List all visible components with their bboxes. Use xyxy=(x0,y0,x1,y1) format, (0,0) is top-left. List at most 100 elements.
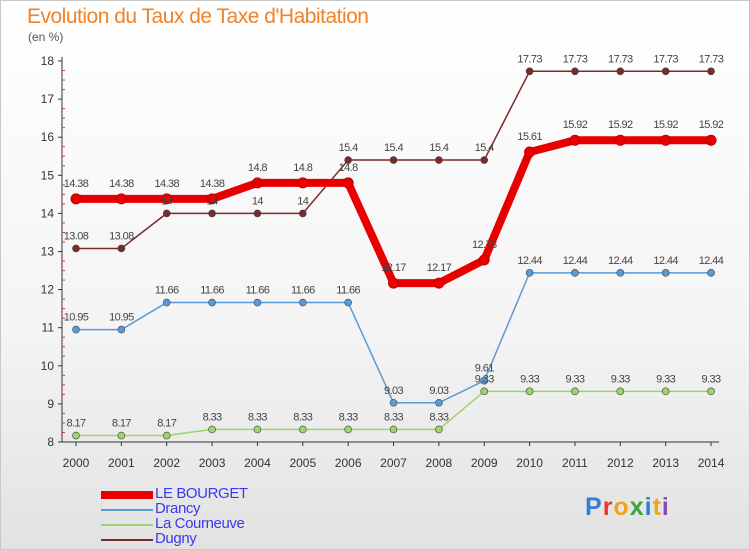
data-label: 10.95 xyxy=(64,312,89,324)
legend-label: LE BOURGET xyxy=(155,485,248,502)
data-point xyxy=(435,156,443,164)
data-point xyxy=(660,134,672,146)
y-tick-label: 14 xyxy=(41,206,55,220)
data-label: 11.66 xyxy=(336,285,360,297)
data-label: 9.33 xyxy=(475,373,494,385)
data-point xyxy=(206,193,218,205)
data-point xyxy=(298,425,307,434)
data-label: 12.17 xyxy=(427,262,452,274)
data-point xyxy=(162,431,171,440)
data-label: 8.33 xyxy=(248,411,267,423)
data-label: 8.17 xyxy=(112,418,131,430)
data-label: 17.73 xyxy=(653,53,678,65)
x-tick-label: 2011 xyxy=(562,456,588,470)
data-label: 15.92 xyxy=(608,119,633,131)
data-label: 8.33 xyxy=(203,411,222,423)
logo-letter: x xyxy=(629,493,645,521)
data-label: 14 xyxy=(161,195,173,207)
data-label: 14 xyxy=(252,195,264,207)
y-tick-label: 13 xyxy=(41,245,55,259)
data-point xyxy=(480,387,489,396)
data-point xyxy=(344,298,352,307)
data-point xyxy=(480,156,489,164)
data-label: 8.33 xyxy=(339,411,358,423)
legend-label: Drancy xyxy=(155,500,201,517)
y-tick-label: 9 xyxy=(47,397,54,411)
data-point xyxy=(661,387,670,396)
chart-title: Evolution du Taux de Taxe d'Habitation xyxy=(27,5,369,28)
data-label: 9.61 xyxy=(475,363,494,375)
legend-swatch xyxy=(101,491,153,499)
y-tick-label: 15 xyxy=(41,168,55,182)
data-label: 14.38 xyxy=(154,178,179,190)
data-point xyxy=(208,209,216,218)
logo-letter: o xyxy=(613,493,630,521)
x-tick-label: 2002 xyxy=(153,456,180,470)
proxiti-logo: Proxiti xyxy=(585,493,670,522)
data-point xyxy=(161,193,173,205)
y-tick-label: 18 xyxy=(41,54,55,68)
data-point xyxy=(251,177,263,189)
data-point xyxy=(162,209,171,218)
logo-letter: i xyxy=(644,493,653,521)
y-tick-label: 17 xyxy=(41,92,55,106)
y-tick-label: 11 xyxy=(42,321,55,335)
data-point xyxy=(72,244,80,253)
y-tick-label: 10 xyxy=(41,359,55,373)
data-label: 12.44 xyxy=(608,255,633,267)
data-label: 11.66 xyxy=(200,285,224,297)
data-label: 12.78 xyxy=(472,239,497,251)
data-label: 10.95 xyxy=(109,312,134,324)
data-label: 13.08 xyxy=(109,230,134,242)
data-point xyxy=(707,269,715,277)
legend-label: La Courneuve xyxy=(155,515,245,532)
data-label: 17.73 xyxy=(608,53,633,65)
data-point xyxy=(571,269,579,277)
data-label: 15.4 xyxy=(339,142,358,154)
data-point xyxy=(525,269,534,277)
data-label: 9.03 xyxy=(429,385,448,397)
data-label: 9.33 xyxy=(656,373,675,385)
data-label: 8.17 xyxy=(66,418,85,430)
data-label: 8.17 xyxy=(157,418,176,430)
data-point xyxy=(389,425,398,434)
data-label: 9.33 xyxy=(611,373,630,385)
data-point xyxy=(298,209,307,218)
data-point xyxy=(571,67,579,76)
data-label: 14.8 xyxy=(339,162,358,174)
y-tick-label: 8 xyxy=(47,435,54,449)
data-point xyxy=(253,425,262,434)
data-label: 17.73 xyxy=(517,53,542,65)
data-label: 12.17 xyxy=(381,262,406,274)
x-tick-label: 2006 xyxy=(335,456,362,470)
data-label: 15.61 xyxy=(517,131,542,143)
data-point xyxy=(525,387,534,396)
x-tick-label: 2004 xyxy=(244,456,271,470)
data-point xyxy=(616,387,625,396)
data-point xyxy=(389,398,398,407)
data-point xyxy=(525,67,534,76)
data-label: 15.4 xyxy=(475,142,494,154)
data-point xyxy=(344,425,352,434)
data-point xyxy=(117,431,126,440)
data-label: 17.73 xyxy=(563,53,588,65)
data-label: 15.92 xyxy=(563,119,588,131)
x-tick-label: 2000 xyxy=(63,456,90,470)
data-label: 8.33 xyxy=(429,411,448,423)
data-point xyxy=(707,67,715,76)
x-tick-label: 2014 xyxy=(698,456,725,470)
logo-letter: i xyxy=(661,493,670,521)
data-label: 12.44 xyxy=(563,255,588,267)
data-point xyxy=(162,298,171,307)
legend-label: Dugny xyxy=(155,530,197,547)
logo-letter: t xyxy=(652,493,662,521)
data-point xyxy=(208,425,216,434)
data-label: 14.38 xyxy=(64,178,89,190)
data-point xyxy=(614,134,626,146)
x-tick-label: 2001 xyxy=(108,456,135,470)
data-label: 17.73 xyxy=(699,53,724,65)
logo-letter: r xyxy=(602,493,614,521)
data-label: 14 xyxy=(297,195,309,207)
